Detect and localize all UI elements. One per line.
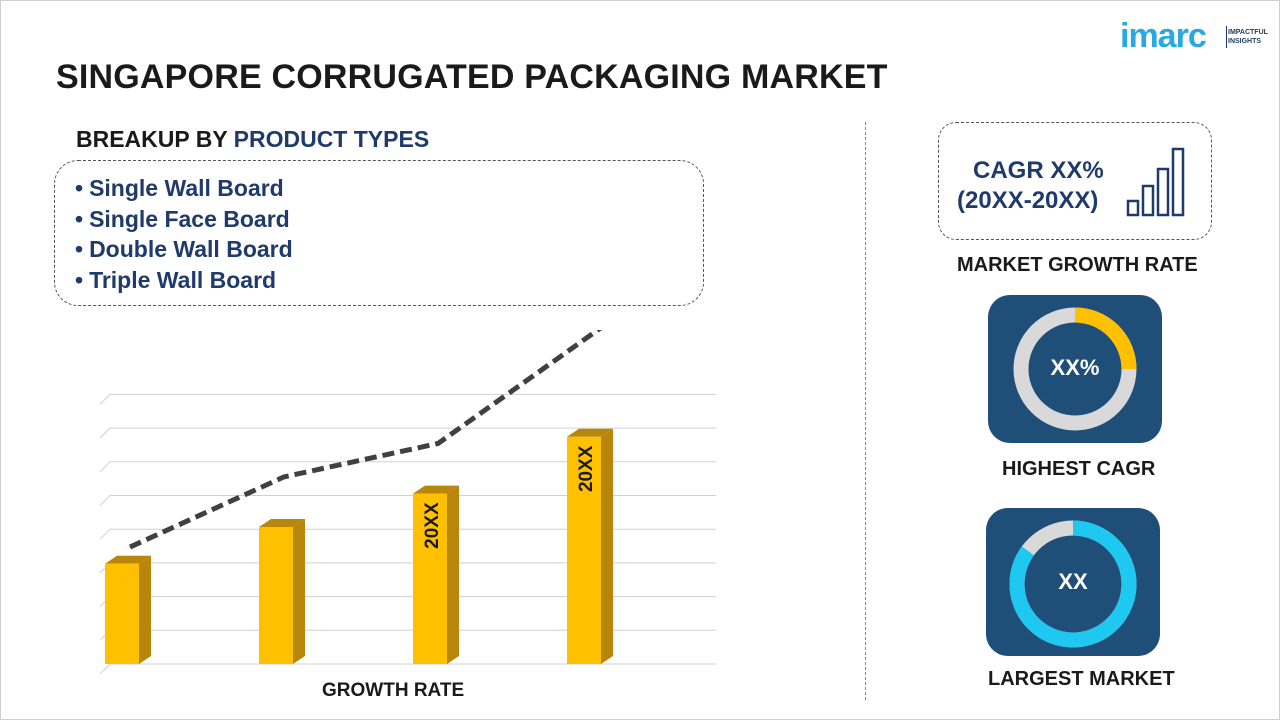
bar-label: 20XX [422, 502, 443, 549]
largest-market-donut [1009, 520, 1137, 648]
bar-label: 20XX [576, 445, 597, 492]
highest-cagr-ring [1013, 307, 1137, 431]
bar [567, 436, 601, 664]
highest-cagr-caption: HIGHEST CAGR [1002, 458, 1156, 480]
breakup-heading-prefix: BREAKUP BY [76, 126, 228, 152]
largest-market-caption: LARGEST MARKET [988, 668, 1175, 690]
chart-trend: CAGR XX% [128, 330, 603, 550]
bar-top [259, 519, 305, 528]
grid-line-perspective [99, 394, 111, 405]
product-types-list: Single Wall Board Single Face Board Doub… [75, 173, 293, 295]
bar [413, 493, 447, 664]
trend-line [128, 330, 603, 550]
highest-cagr-donut [1013, 307, 1137, 431]
bar-side [139, 555, 151, 664]
chart-grid [99, 393, 716, 675]
bar [259, 527, 293, 664]
product-type-item: Triple Wall Board [75, 265, 293, 296]
chart-bars: 20XX 20XX [105, 428, 613, 664]
bar-top [413, 485, 459, 494]
bar-top [567, 428, 613, 437]
logo-tagline: IMPACTFUL INSIGHTS [1228, 28, 1274, 46]
product-types-box: Single Wall Board Single Face Board Doub… [54, 160, 704, 306]
logo-divider [1226, 26, 1227, 48]
grid-line-perspective [99, 461, 111, 473]
page-title: SINGAPORE CORRUGATED PACKAGING MARKET [56, 58, 888, 96]
highest-cagr-tile: XX% [988, 295, 1162, 443]
bar-top [105, 555, 151, 564]
product-type-item: Single Wall Board [75, 173, 293, 204]
largest-market-value: XX [1058, 569, 1088, 594]
bar-side [601, 428, 613, 664]
bar-side [447, 485, 459, 664]
chart-x-axis-label: GROWTH RATE [322, 680, 465, 701]
logo-tagline-line2: INSIGHTS [1228, 38, 1262, 45]
highest-cagr-value: XX% [1050, 355, 1100, 380]
bar-side [293, 519, 305, 664]
logo-wordmark: imarc [1120, 17, 1207, 55]
cagr-box: CAGR XX% (20XX-20XX) [938, 122, 1212, 240]
largest-market-ring [1009, 520, 1137, 648]
grid-line-perspective [99, 663, 111, 675]
grid-line-perspective [99, 528, 111, 540]
logo-tagline-line1: IMPACTFUL [1228, 29, 1268, 36]
market-growth-rate-caption: MARKET GROWTH RATE [957, 254, 1198, 276]
grid-line-perspective [99, 495, 111, 506]
grid-line-perspective [99, 427, 111, 439]
growth-bars-icon [1126, 147, 1185, 217]
imarc-logo: imarc IMPACTFUL INSIGHTS [1120, 14, 1274, 55]
cagr-period: (20XX-20XX) [957, 187, 1099, 214]
section-divider [865, 122, 866, 700]
largest-market-tile: XX [986, 508, 1160, 656]
product-type-item: Single Face Board [75, 204, 293, 235]
bar [105, 563, 139, 664]
growth-bar-chart: 20XX 20XX CAGR XX% [99, 330, 716, 675]
breakup-heading-accent: PRODUCT TYPES [233, 126, 430, 152]
breakup-heading: BREAKUP BY PRODUCT TYPES [76, 126, 429, 153]
product-type-item: Double Wall Board [75, 234, 293, 265]
cagr-value: CAGR XX% [973, 157, 1104, 184]
